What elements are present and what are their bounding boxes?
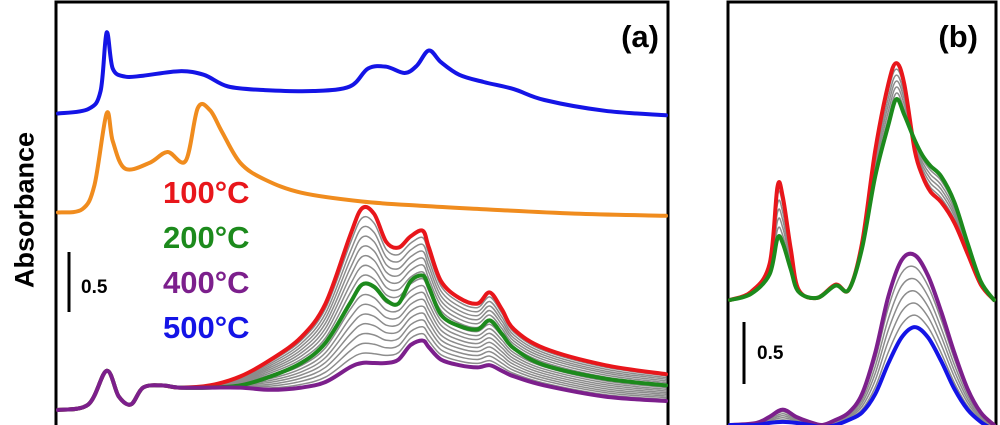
legend-500c: 500°C bbox=[163, 310, 250, 345]
scale-bar-a-label: 0.5 bbox=[81, 277, 108, 298]
panel-b-label: (b) bbox=[938, 19, 978, 54]
series-line-1-0-100c bbox=[728, 61, 996, 302]
legend-100c: 100°C bbox=[163, 175, 250, 210]
series-line-0-0-500c bbox=[56, 30, 668, 118]
legend-200c: 200°C bbox=[163, 220, 250, 255]
panel-a-frame bbox=[54, 0, 670, 425]
intermediate-curve bbox=[729, 277, 993, 425]
series-line-0-1-unlabelled bbox=[56, 101, 668, 218]
series-line-1-2-400c bbox=[728, 251, 996, 425]
panel-b-curves bbox=[728, 61, 996, 425]
panel-a-label: (a) bbox=[621, 19, 659, 54]
scale-bar-b-label: 0.5 bbox=[757, 343, 784, 364]
legend-400c: 400°C bbox=[163, 265, 250, 300]
intermediate-curve bbox=[729, 290, 992, 425]
series-line-0-4-400c bbox=[56, 338, 668, 412]
panel-a-curves bbox=[56, 30, 668, 412]
intermediate-curve bbox=[57, 225, 667, 411]
panel-b-frame bbox=[726, 0, 998, 425]
intermediate-curve bbox=[729, 302, 991, 425]
series-line-1-1-200c bbox=[728, 97, 996, 302]
series-line-1-3-500c bbox=[728, 325, 990, 425]
